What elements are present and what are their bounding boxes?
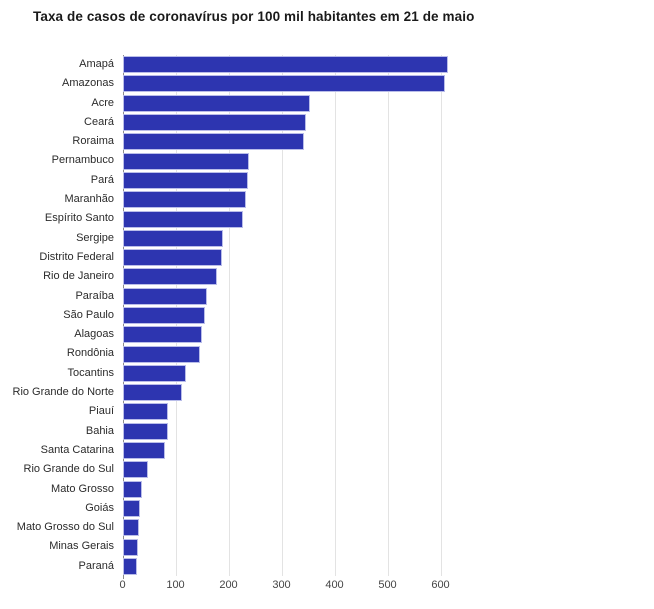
- category-label: São Paulo: [63, 308, 114, 321]
- x-tick-label-600: 600: [431, 579, 450, 591]
- category-label: Paraná: [78, 559, 114, 572]
- table-row: Goiás: [0, 499, 654, 518]
- category-label: Santa Catarina: [40, 443, 114, 456]
- category-label: Amazonas: [62, 77, 114, 90]
- bar-goiás[interactable]: [123, 499, 140, 517]
- gridline-200: [228, 55, 230, 576]
- bar-minas-gerais[interactable]: [123, 538, 139, 556]
- bar-distrito-federal[interactable]: [123, 249, 222, 267]
- x-tick-label-500: 500: [378, 579, 397, 591]
- x-tick-label-100: 100: [166, 579, 185, 591]
- table-row: Mato Grosso: [0, 480, 654, 499]
- category-label: Amapá: [79, 58, 114, 70]
- table-row: Sergipe: [0, 229, 654, 248]
- table-row: Pernambuco: [0, 151, 654, 170]
- category-label: Sergipe: [76, 231, 114, 244]
- bar-mato-grosso-do-sul[interactable]: [123, 519, 139, 537]
- category-label: Rondônia: [66, 347, 114, 360]
- table-row: Rio de Janeiro: [0, 267, 654, 286]
- table-row: Pará: [0, 171, 654, 190]
- bar-maranhão[interactable]: [123, 191, 247, 209]
- bar-sergipe[interactable]: [123, 229, 223, 247]
- table-row: Rio Grande do Sul: [0, 460, 654, 479]
- x-tick-label-400: 400: [325, 579, 344, 591]
- bar-piauí[interactable]: [123, 403, 169, 421]
- bar-amazonas[interactable]: [123, 75, 446, 93]
- x-axis: 0 100 200 300 400 500 600: [0, 579, 654, 595]
- table-row: Rondônia: [0, 344, 654, 363]
- category-label: Piauí: [88, 405, 114, 418]
- category-label: Rio Grande do Norte: [12, 386, 115, 399]
- bar-rows: Amapá Amazonas Acre Ceará Roraima Pernambuco P…: [0, 55, 654, 576]
- bar-alagoas[interactable]: [123, 326, 202, 344]
- x-tick-label-0: 0: [119, 579, 126, 591]
- category-label: Acre: [91, 96, 114, 109]
- category-label: Rio Grande do Sul: [23, 463, 115, 476]
- bar-santa-catarina[interactable]: [123, 442, 165, 460]
- bar-rondônia[interactable]: [123, 345, 200, 363]
- category-label: Pará: [90, 173, 114, 186]
- table-row: Acre: [0, 94, 654, 113]
- gridline-600: [440, 55, 442, 576]
- bar-rio-de-janeiro[interactable]: [123, 268, 218, 286]
- table-row: Ceará: [0, 113, 654, 132]
- category-label: Ceará: [84, 115, 114, 128]
- table-row: Minas Gerais: [0, 537, 654, 556]
- table-row: Rio Grande do Norte: [0, 383, 654, 402]
- table-row: Mato Grosso do Sul: [0, 518, 654, 537]
- gridline-500: [387, 55, 389, 576]
- table-row: Paraíba: [0, 287, 654, 306]
- table-row: Piauí: [0, 402, 654, 421]
- bar-rio-grande-do-norte[interactable]: [123, 384, 183, 402]
- bar-mato-grosso[interactable]: [123, 480, 143, 498]
- category-label: Distrito Federal: [39, 250, 114, 263]
- bar-acre[interactable]: [123, 94, 310, 112]
- table-row: Distrito Federal: [0, 248, 654, 267]
- gridline-300: [281, 55, 283, 576]
- category-label: Espírito Santo: [44, 212, 114, 225]
- bar-chart-plot-area: Amapá Amazonas Acre Ceará Roraima Pernambuco P…: [0, 55, 654, 579]
- category-label: Bahia: [85, 424, 114, 437]
- bar-são-paulo[interactable]: [123, 307, 205, 324]
- gridline-400: [334, 55, 336, 576]
- category-label: Goiás: [85, 501, 114, 514]
- category-label: Alagoas: [74, 328, 114, 341]
- table-row: Maranhão: [0, 190, 654, 209]
- bar-paraná[interactable]: [123, 557, 137, 575]
- category-label: Mato Grosso: [51, 482, 114, 495]
- category-label: Tocantins: [67, 366, 114, 379]
- table-row: Paraná: [0, 557, 654, 576]
- table-row: Espírito Santo: [0, 209, 654, 228]
- table-row: São Paulo: [0, 306, 654, 325]
- bar-paraíba[interactable]: [123, 287, 207, 305]
- category-label: Paraíba: [75, 289, 114, 302]
- bar-espírito-santo[interactable]: [123, 210, 243, 228]
- bar-rio-grande-do-sul[interactable]: [123, 461, 148, 479]
- bar-bahia[interactable]: [123, 422, 168, 440]
- chart-title: Taxa de casos de coronavírus por 100 mil…: [33, 9, 475, 24]
- table-row: Tocantins: [0, 364, 654, 383]
- category-label: Maranhão: [64, 193, 114, 206]
- bar-pará[interactable]: [123, 171, 248, 189]
- x-tick-label-200: 200: [219, 579, 238, 591]
- category-label: Roraima: [72, 135, 114, 148]
- bar-ceará[interactable]: [123, 114, 307, 132]
- bar-amapá[interactable]: [123, 56, 448, 74]
- bar-roraima[interactable]: [123, 133, 305, 151]
- category-label: Minas Gerais: [49, 540, 114, 553]
- x-tick-label-300: 300: [272, 579, 291, 591]
- table-row: Santa Catarina: [0, 441, 654, 460]
- category-label: Pernambuco: [51, 154, 114, 167]
- bar-tocantins[interactable]: [123, 364, 186, 382]
- table-row: Bahia: [0, 422, 654, 441]
- table-row: Amapá: [0, 55, 654, 74]
- table-row: Alagoas: [0, 325, 654, 344]
- table-row: Roraima: [0, 132, 654, 151]
- bar-pernambuco[interactable]: [123, 152, 250, 170]
- table-row: Amazonas: [0, 74, 654, 93]
- category-label: Mato Grosso do Sul: [16, 521, 114, 534]
- category-label: Rio de Janeiro: [43, 270, 114, 283]
